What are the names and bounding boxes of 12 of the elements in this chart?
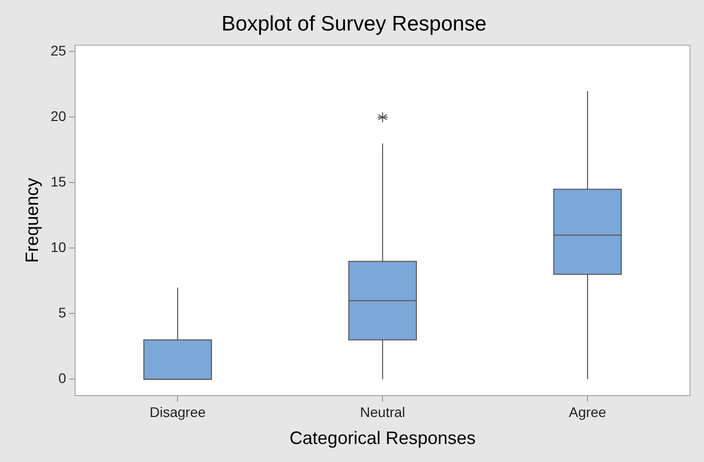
y-axis-title: Frequency (22, 178, 42, 263)
x-tick-label: Agree (568, 404, 606, 420)
y-tick-label: 5 (58, 304, 66, 321)
y-tick-label: 15 (50, 174, 66, 190)
y-tick-label: 0 (58, 370, 66, 386)
chart-title: Boxplot of Survey Response (222, 12, 486, 36)
y-tick-label: 25 (50, 42, 66, 59)
x-axis-title: Categorical Responses (290, 428, 476, 448)
x-tick-label: Disagree (150, 404, 206, 420)
x-tick-label: Neutral (360, 404, 406, 420)
y-tick-label: 20 (50, 108, 66, 124)
y-tick-label: 10 (50, 239, 66, 256)
